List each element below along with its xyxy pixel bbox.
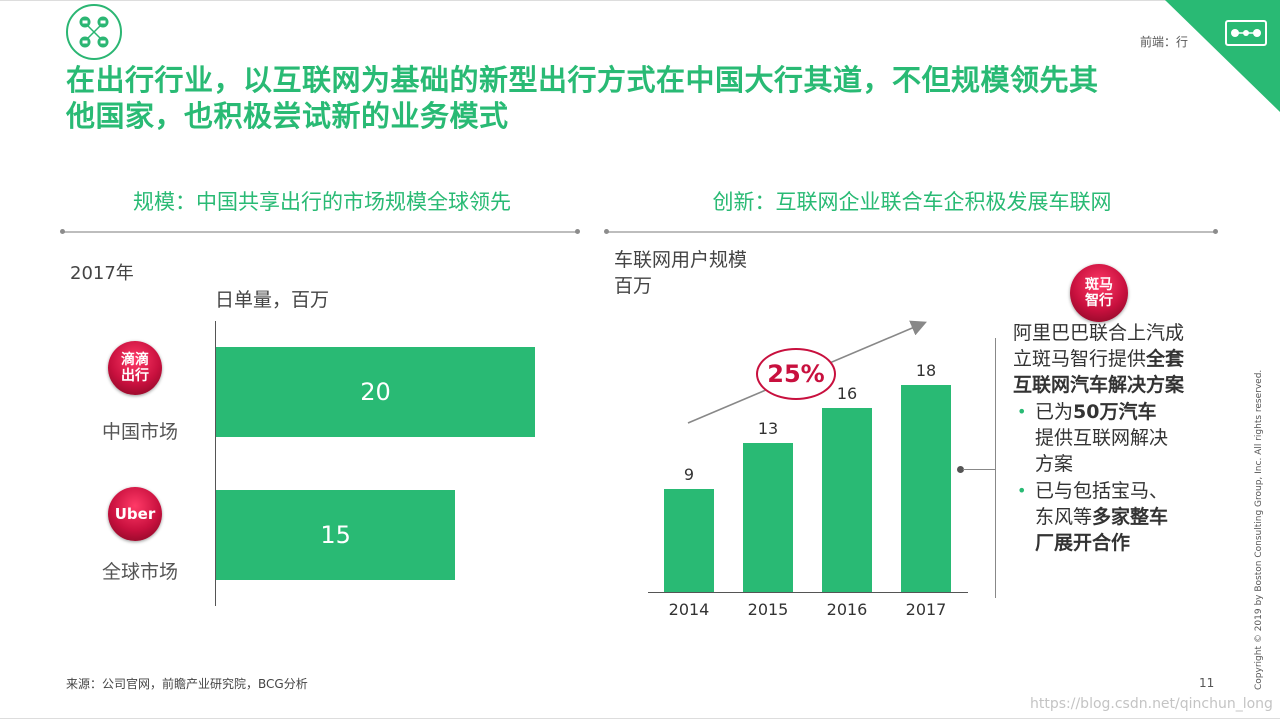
bottom-border [0,718,1280,719]
bar-2017 [901,385,951,592]
note-bullet-1: • 已为50万汽车提供互联网解决方案 [1013,399,1193,477]
logo-icon [66,4,122,60]
didi-logo-text2: 出行 [121,368,149,384]
rule-dot [604,229,609,234]
x-tick-label: 2016 [826,600,868,619]
uber-logo: Uber [108,487,162,541]
banma-logo: 斑马 智行 [1070,264,1128,322]
rule-dot [575,229,580,234]
bar-value-label: 16 [836,384,858,403]
x-tick-label: 2014 [668,600,710,619]
unit-label: 日单量，百万 [215,289,330,311]
right-section-title: 创新：互联网企业联合车企积极发展车联网 [712,190,1112,214]
note-bullet-2: • 已与包括宝马、东风等多家整车厂展开合作 [1013,478,1193,556]
note-bullet-1-bold: 50万汽车 [1073,401,1157,423]
vertical-bar-chart: 9 2014 13 2015 16 2016 18 2017 [640,340,970,619]
bar-2015 [743,442,793,592]
note-bullet-1-plain: 已为 [1035,401,1074,423]
left-section-title: 规模：中国共享出行的市场规模全球领先 [133,190,511,214]
copyright-text: Copyright © 2019 by Boston Consulting Gr… [1254,369,1264,690]
x-axis-line [648,592,968,593]
year-label: 2017年 [70,263,134,284]
chart-unit-label: 百万 [614,275,653,297]
bullet-icon: • [1017,402,1027,421]
bracket-line [995,338,996,598]
y-axis-line [215,321,216,606]
bar-value-label: 15 [320,521,351,549]
banma-logo-text2: 智行 [1085,293,1113,309]
rule-dot [60,229,65,234]
bullet-icon: • [1017,481,1027,500]
top-border [0,0,1280,1]
connector-line [963,469,995,470]
page-title-line1: 在出行行业，以互联网为基础的新型出行方式在中国大行其道，不但规模领先其 [66,63,1099,97]
right-section-rule [606,231,1216,233]
didi-logo: 滴滴 出行 [108,341,162,395]
note-intro-bold: 全套互联网汽车解决方案 [1013,348,1185,396]
page-title-line2: 他国家，也积极尝试新的业务模式 [66,99,509,133]
note-bullet-1-plain2: 提供互联网解决方案 [1035,427,1169,475]
bar-value-label: 13 [757,418,779,438]
market-label-global: 全球市场 [102,561,179,583]
chart-title: 车联网用户规模 百万 [614,247,747,299]
note-bullet-1-text: 已为50万汽车提供互联网解决方案 [1035,399,1175,477]
page-number: 11 [1199,676,1215,690]
bar-global: 15 [216,490,456,580]
cagr-badge: 25% [756,348,836,400]
note-intro: 阿里巴巴联合上汽成立斑马智行提供全套互联网汽车解决方案 [1013,320,1193,398]
market-label-china: 中国市场 [102,421,179,443]
x-tick-label: 2015 [747,600,789,619]
bar-china: 20 [216,347,535,437]
didi-logo-text1: 滴滴 [121,352,149,368]
uber-logo-text: Uber [114,505,156,523]
note-bullet-2-plain: 已与包括宝马、东风等 [1035,480,1169,528]
bar-value-label: 9 [683,464,695,484]
x-tick-label: 2017 [905,600,947,619]
connector-dot [957,466,964,473]
rule-dot [1213,229,1218,234]
bar-2016 [822,408,872,592]
bar-value-label: 18 [915,361,937,380]
bar-value-label: 20 [360,378,391,406]
side-note: 阿里巴巴联合上汽成立斑马智行提供全套互联网汽车解决方案 • 已为50万汽车提供互… [1013,320,1193,556]
network-icon [1224,18,1268,48]
left-section-rule [62,231,578,233]
banma-logo-text1: 斑马 [1085,277,1113,293]
corner-decoration [1165,0,1280,112]
note-bullet-2-text: 已与包括宝马、东风等多家整车厂展开合作 [1035,478,1175,556]
bar-2014 [664,488,714,592]
section-tag: 前端：行 [1139,35,1188,49]
page-title: 在出行行业，以互联网为基础的新型出行方式在中国大行其道，不但规模领先其 他国家，… [66,62,1206,134]
note-intro-text: 阿里巴巴联合上汽成立斑马智行提供 [1013,322,1185,370]
chart-title-line1: 车联网用户规模 [614,249,748,271]
watermark-text: https://blog.csdn.net/qinchun_long [1030,696,1273,712]
note-bullet-2-bold: 多家整车厂展开合作 [1035,506,1169,554]
source-note: 来源：公司官网，前瞻产业研究院，BCG分析 [66,677,308,691]
